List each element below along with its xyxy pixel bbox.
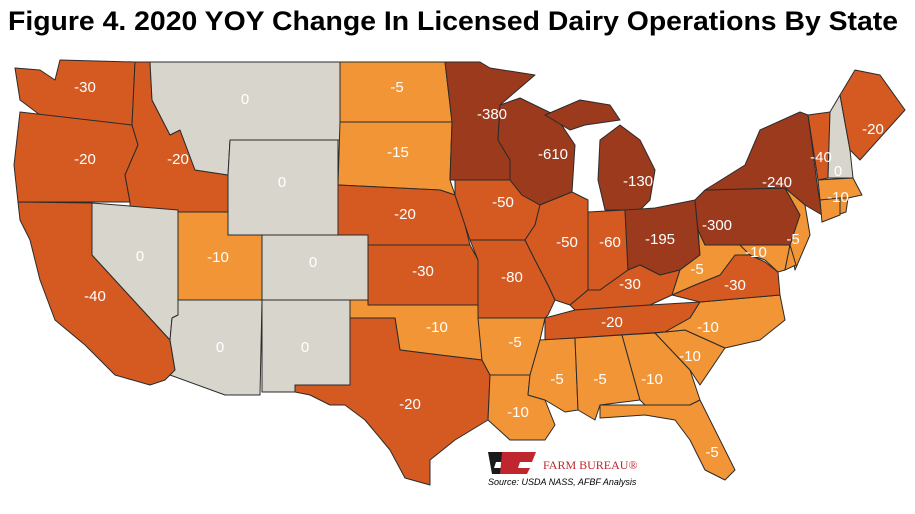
state-value: -300 bbox=[702, 217, 732, 234]
state-value: -5 bbox=[705, 444, 718, 461]
state-shape bbox=[664, 294, 786, 349]
state-value: -5 bbox=[690, 261, 703, 278]
state-value: -30 bbox=[724, 277, 746, 294]
state-value: -10 bbox=[641, 371, 663, 388]
states bbox=[13, 59, 906, 486]
state-value: -195 bbox=[645, 231, 675, 248]
state-value: 0 bbox=[309, 254, 317, 271]
logo-text: FARM BUREAU® bbox=[543, 458, 638, 472]
state-value: 0 bbox=[301, 339, 309, 356]
logo-mark bbox=[500, 452, 536, 474]
state-shape bbox=[294, 317, 491, 486]
state-shape bbox=[599, 399, 736, 481]
state-value: 0 bbox=[834, 163, 842, 180]
labels: -30 -20 -40 -20 0 0 0 -10 0 0 0 -5 -15 -20 -30 -10 -20 -3… bbox=[74, 79, 884, 461]
state-value: -10 bbox=[745, 244, 767, 261]
source: Source: USDA NASS, AFBF Analysis bbox=[488, 477, 637, 487]
state-value: -20 bbox=[74, 151, 96, 168]
state-value: -5 bbox=[786, 231, 799, 248]
state-shape bbox=[784, 244, 797, 271]
state-shape bbox=[524, 191, 589, 306]
state-value: -20 bbox=[601, 314, 623, 331]
state-shape bbox=[839, 197, 849, 215]
state-value: -10 bbox=[697, 319, 719, 336]
state-value: -30 bbox=[74, 79, 96, 96]
state-value: 0 bbox=[136, 248, 144, 265]
state-shape bbox=[839, 69, 906, 161]
state-value: -50 bbox=[556, 234, 578, 251]
state-value: -60 bbox=[599, 234, 621, 251]
state-value: -20 bbox=[399, 396, 421, 413]
state-value: 0 bbox=[241, 91, 249, 108]
state-value: -40 bbox=[810, 149, 832, 166]
state-value: -240 bbox=[762, 174, 792, 191]
state-shape bbox=[169, 299, 263, 396]
state-shape bbox=[827, 94, 854, 179]
state-value: -40 bbox=[84, 288, 106, 305]
state-value: -10 bbox=[679, 348, 701, 365]
state-value: -610 bbox=[538, 146, 568, 163]
state-value: 0 bbox=[278, 174, 286, 191]
state-value: -80 bbox=[501, 269, 523, 286]
state-value: -20 bbox=[394, 206, 416, 223]
state-value: -15 bbox=[387, 144, 409, 161]
state-value: -380 bbox=[477, 106, 507, 123]
state-shape bbox=[544, 99, 656, 211]
state-value: -5 bbox=[593, 371, 606, 388]
state-value: -10 bbox=[507, 404, 529, 421]
state-value: -10 bbox=[207, 249, 229, 266]
state-shape bbox=[817, 177, 863, 201]
state-shape bbox=[819, 197, 841, 223]
state-value: -10 bbox=[426, 319, 448, 336]
state-value: -5 bbox=[508, 334, 521, 351]
state-value: -30 bbox=[412, 263, 434, 280]
state-value: -20 bbox=[167, 151, 189, 168]
state-value: 0 bbox=[216, 339, 224, 356]
state-value: -10 bbox=[827, 189, 849, 206]
state-value: -20 bbox=[862, 121, 884, 138]
state-value: -50 bbox=[492, 194, 514, 211]
logo: FARM BUREAU® Source: USDA NASS, AFBF Ana… bbox=[488, 452, 638, 487]
title: Figure 4. 2020 YOY Change In Licensed Da… bbox=[8, 6, 898, 36]
state-value: -30 bbox=[619, 276, 641, 293]
state-value: -5 bbox=[550, 371, 563, 388]
state-value: -5 bbox=[390, 79, 403, 96]
state-value: -130 bbox=[623, 173, 653, 190]
